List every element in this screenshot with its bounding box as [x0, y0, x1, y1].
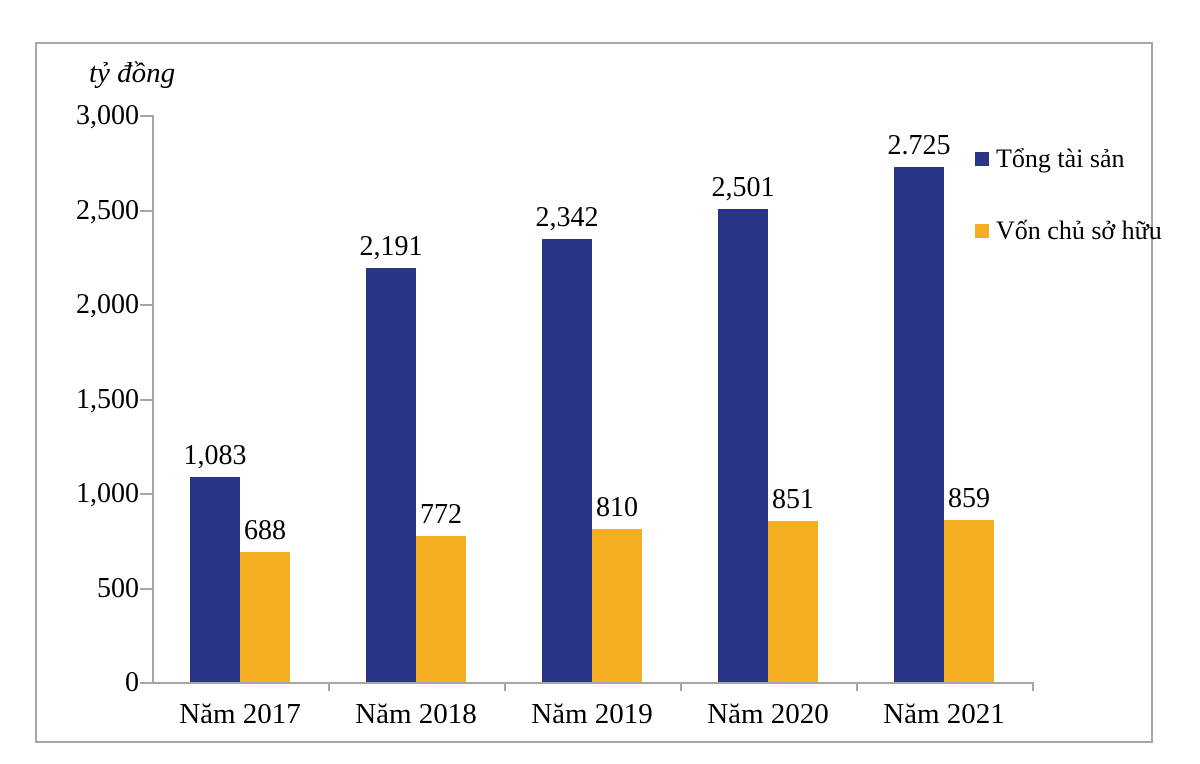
- bar-value-label: 2,342: [535, 202, 599, 233]
- y-axis-tick: [140, 115, 152, 117]
- y-axis-tick-label: 500: [97, 572, 139, 604]
- y-axis-tick: [140, 304, 152, 306]
- y-axis-tick: [140, 493, 152, 495]
- x-axis-category-label: Năm 2020: [707, 698, 829, 730]
- bar-von-chu-so-huu: [416, 536, 466, 682]
- x-axis-line: [140, 682, 1034, 684]
- y-axis-tick-label: 3,000: [76, 100, 139, 131]
- legend-swatch-blue-icon: [975, 152, 989, 166]
- x-axis-category-label: Năm 2021: [883, 698, 1005, 730]
- bar-von-chu-so-huu: [240, 552, 290, 682]
- legend-label-tong-tai-san: Tổng tài sản: [996, 144, 1125, 173]
- bar-von-chu-so-huu: [768, 521, 818, 682]
- legend-item-tong-tai-san: Tổng tài sản: [975, 144, 1162, 174]
- bar-value-label: 2.725: [887, 130, 951, 161]
- bar-tong-tai-san: [894, 167, 944, 682]
- chart-frame: tỷ đồng 1,083 688 2,191 772 2,342 810 2,501 851…: [35, 42, 1162, 743]
- bar-von-chu-so-huu: [592, 529, 642, 682]
- y-axis-tick: [140, 587, 152, 590]
- y-axis-tick-label: 2,000: [76, 289, 139, 320]
- y-axis-tick: [140, 398, 152, 401]
- legend-item-von-chu-so-huu: Vốn chủ sở hữu: [975, 216, 1162, 246]
- bar-value-label: 2,501: [711, 172, 775, 203]
- bar-value-label: 688: [244, 515, 286, 546]
- plot-area: 1,083 688 2,191 772 2,342 810 2,501 851 2.725 859…: [37, 44, 1151, 741]
- bar-value-label: 2,191: [359, 231, 423, 262]
- bar-von-chu-so-huu: [944, 520, 994, 682]
- x-axis-tick: [1032, 682, 1034, 691]
- x-axis-tick: [856, 682, 858, 691]
- bar-value-label: 772: [420, 499, 462, 530]
- x-axis-category-label: Năm 2017: [179, 698, 301, 730]
- x-axis-tick: [680, 682, 682, 691]
- bar-tong-tai-san: [366, 268, 416, 682]
- bar-tong-tai-san: [718, 209, 768, 682]
- bar-tong-tai-san: [542, 239, 592, 682]
- legend-label-von-chu-so-huu: Vốn chủ sở hữu: [996, 216, 1162, 245]
- legend: Tổng tài sản Vốn chủ sở hữu: [975, 144, 1162, 288]
- y-axis-line: [152, 115, 154, 682]
- legend-swatch-yellow-icon: [975, 224, 989, 238]
- y-axis-tick-label: 1,000: [76, 478, 139, 509]
- y-axis-tick-label: 1,500: [76, 383, 139, 415]
- x-axis-category-label: Năm 2018: [355, 698, 477, 730]
- y-axis-tick: [140, 209, 152, 212]
- bar-value-label: 859: [948, 483, 990, 514]
- y-axis-tick-label: 2,500: [76, 194, 139, 226]
- bar-value-label: 810: [596, 492, 638, 523]
- x-axis-tick: [328, 682, 330, 691]
- y-axis-tick: [140, 682, 152, 684]
- x-axis-tick: [504, 682, 506, 691]
- bar-value-label: 1,083: [183, 440, 247, 471]
- bar-tong-tai-san: [190, 477, 240, 682]
- x-axis-category-label: Năm 2019: [531, 698, 653, 730]
- y-axis-unit-label: tỷ đồng: [89, 57, 176, 89]
- bar-value-label: 851: [772, 484, 814, 515]
- y-axis-tick-label: 0: [125, 667, 139, 698]
